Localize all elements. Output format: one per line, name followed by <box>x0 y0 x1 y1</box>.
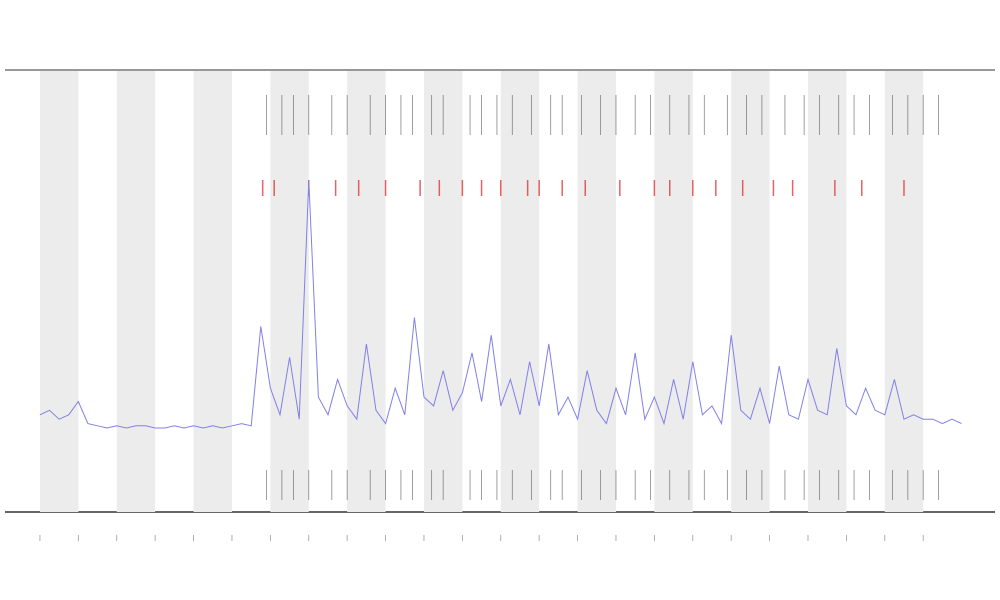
shade-band <box>577 71 616 512</box>
shade-bands <box>39 71 924 512</box>
shade-band <box>884 71 924 512</box>
series-line <box>39 180 962 429</box>
shade-band <box>731 71 770 512</box>
shade-band <box>654 71 693 512</box>
shade-band <box>193 71 232 512</box>
shade-band <box>807 71 847 512</box>
shade-band <box>500 71 540 512</box>
shade-band <box>423 71 463 512</box>
shade-band <box>270 71 309 512</box>
shade-band <box>347 71 386 512</box>
shade-band <box>39 71 79 512</box>
shade-band <box>116 71 156 512</box>
